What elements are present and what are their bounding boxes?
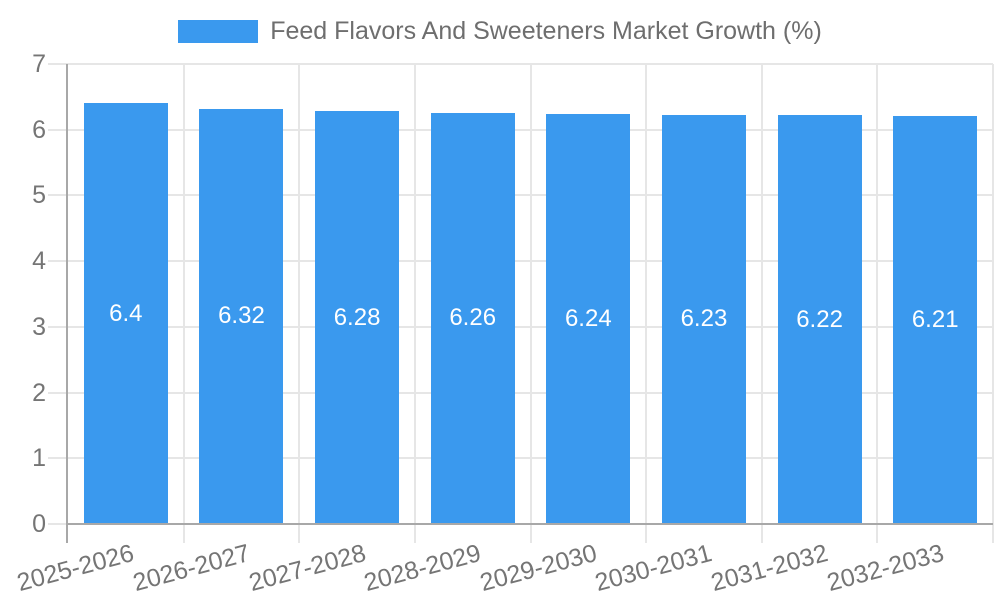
y-gridline — [48, 457, 993, 460]
y-gridline — [48, 325, 993, 328]
legend-label: Feed Flavors And Sweeteners Market Growt… — [270, 17, 822, 45]
bar — [777, 115, 862, 523]
x-tick-label: 2031-2032 — [708, 539, 831, 597]
bar — [199, 108, 284, 523]
x-tick-label: 2028-2029 — [361, 539, 484, 597]
x-gridline — [182, 64, 185, 543]
x-tick-label: 2025-2026 — [14, 539, 138, 597]
x-gridline — [876, 64, 879, 543]
y-tick-label: 4 — [32, 247, 46, 276]
y-tick-label: 5 — [32, 181, 46, 210]
bar — [315, 111, 400, 523]
bar — [546, 113, 631, 523]
y-gridline — [48, 194, 993, 197]
bar — [661, 114, 746, 523]
y-gridline — [48, 391, 993, 394]
bar — [430, 112, 515, 523]
legend-swatch — [178, 19, 259, 43]
y-tick-label: 7 — [32, 50, 46, 78]
x-axis-line — [66, 523, 993, 525]
bar — [83, 103, 168, 523]
x-gridline — [645, 64, 648, 543]
x-gridline — [298, 64, 301, 543]
y-tick-label: 6 — [32, 115, 46, 144]
y-axis-line — [66, 64, 68, 543]
x-tick-label: 2032-2033 — [823, 539, 947, 597]
x-tick-label: 2030-2031 — [592, 539, 716, 597]
y-gridline — [48, 63, 993, 65]
y-gridline — [48, 260, 993, 263]
legend[interactable]: Feed Flavors And Sweeteners Market Growt… — [0, 8, 1000, 54]
x-gridline — [760, 64, 763, 543]
x-gridline — [413, 64, 416, 543]
y-gridline — [48, 128, 993, 131]
x-tick-label: 2027-2028 — [245, 539, 369, 597]
x-gridline — [529, 64, 532, 543]
x-tick-label: 2029-2030 — [476, 539, 600, 597]
y-tick-label: 2 — [32, 378, 46, 407]
y-tick-label: 1 — [32, 444, 46, 473]
y-tick-label: 0 — [32, 510, 46, 538]
bar — [893, 115, 978, 523]
x-gridline — [992, 64, 994, 543]
y-tick-label: 3 — [32, 312, 46, 341]
x-tick-label: 2026-2027 — [129, 539, 253, 597]
